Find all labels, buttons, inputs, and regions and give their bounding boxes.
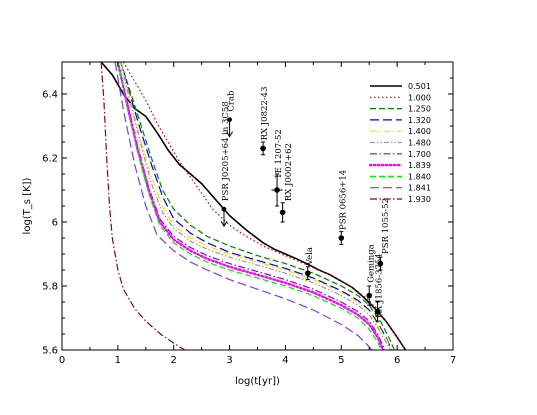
series-line-7 (116, 62, 385, 350)
observation-label: PSR 1055-52 (381, 198, 391, 254)
observation-marker (274, 187, 280, 193)
observation-marker (260, 145, 266, 152)
observation-label: PSR 0656+14 (338, 170, 348, 230)
observation-9: RX J1856-3754 (374, 253, 385, 322)
observation-3: RX J0002+62 (279, 143, 294, 223)
observation-label: 1E 1207-52 (274, 129, 284, 179)
observation-marker (304, 270, 311, 277)
y-axis-label: log(T_s [K]) (22, 177, 33, 234)
observation-label: Geminga (366, 244, 376, 283)
legend-label-6: 1.700 (408, 150, 431, 159)
observation-marker (227, 117, 232, 122)
legend-label-1: 1.000 (408, 93, 431, 102)
observations-layer: Crab RX J0822-43 1E 1207-52 RX J0002+62 PSR … (220, 87, 391, 322)
y-tick-label: 6 (52, 218, 58, 229)
legend-label-10: 1.930 (408, 195, 431, 204)
observation-label: RX J0822-43 (260, 87, 270, 141)
series-line-2 (120, 62, 395, 350)
observation-marker (221, 206, 227, 212)
legend-label-4: 1.400 (408, 127, 431, 136)
legend-label-8: 1.840 (408, 172, 431, 181)
x-tick-label: 7 (450, 355, 456, 366)
legend-label-3: 1.320 (408, 116, 431, 125)
observation-1: RX J0822-43 (260, 87, 270, 156)
upper-limit-arrowhead (220, 220, 228, 228)
observation-marker (279, 209, 286, 216)
observation-label: RX J0002+62 (284, 143, 294, 201)
y-tick-label: 5.8 (42, 282, 58, 293)
x-tick-label: 4 (282, 355, 288, 366)
x-tick-label: 3 (226, 355, 232, 366)
series-line-9 (114, 62, 373, 350)
legend-label-9: 1.841 (408, 184, 431, 193)
observation-2: 1E 1207-52 (271, 129, 284, 207)
observation-8: PSR 1055-52 (377, 198, 391, 271)
series-line-3 (120, 62, 393, 350)
observation-6: Vela (304, 247, 315, 281)
legend: 0.501 1.000 1.250 1.320 1.400 1.480 1.700 1.839… (368, 82, 431, 204)
plot-frame (61, 61, 454, 351)
series-line-8 (117, 62, 383, 350)
observation-marker (338, 235, 345, 241)
legend-label-5: 1.480 (408, 139, 431, 148)
curves-layer (100, 62, 407, 350)
observation-label: PSR J0205+64 in 3C58 (221, 101, 231, 201)
series-line-0 (100, 62, 407, 350)
observation-4: PSR J0205+64 in 3C58 (220, 101, 231, 228)
observation-label: Crab (227, 90, 237, 112)
y-tick-label: 5.6 (42, 346, 58, 357)
observation-5: PSR 0656+14 (338, 170, 348, 245)
series-line-10 (100, 62, 186, 350)
x-axis-label: log(t[yr]) (235, 376, 280, 387)
legend-label-7: 1.839 (408, 161, 431, 170)
x-tick-label: 1 (115, 355, 121, 366)
axes-layer: 0 1 2 3 4 5 6 7 5.6 5.8 6 6.2 6.4 (42, 62, 456, 366)
observation-marker (377, 260, 384, 267)
legend-label-2: 1.250 (408, 105, 431, 114)
x-tick-label: 0 (59, 355, 65, 366)
series-line-4 (120, 62, 393, 350)
observation-marker (374, 308, 381, 315)
y-tick-label: 6.2 (42, 154, 58, 165)
observation-label: RX J1856-3754 (375, 253, 385, 318)
observation-marker (366, 292, 373, 299)
x-tick-label: 5 (338, 355, 344, 366)
y-tick-label: 6.4 (42, 90, 58, 101)
x-tick-label: 2 (171, 355, 177, 366)
series-line-5 (120, 62, 391, 350)
legend-label-0: 0.501 (408, 82, 431, 91)
observation-0: Crab (226, 90, 237, 138)
x-tick-label: 6 (394, 355, 400, 366)
upper-limit-arrowhead (226, 131, 233, 138)
observation-label: Vela (305, 247, 315, 266)
series-line-1 (122, 62, 407, 350)
observation-7: Geminga (366, 244, 376, 306)
